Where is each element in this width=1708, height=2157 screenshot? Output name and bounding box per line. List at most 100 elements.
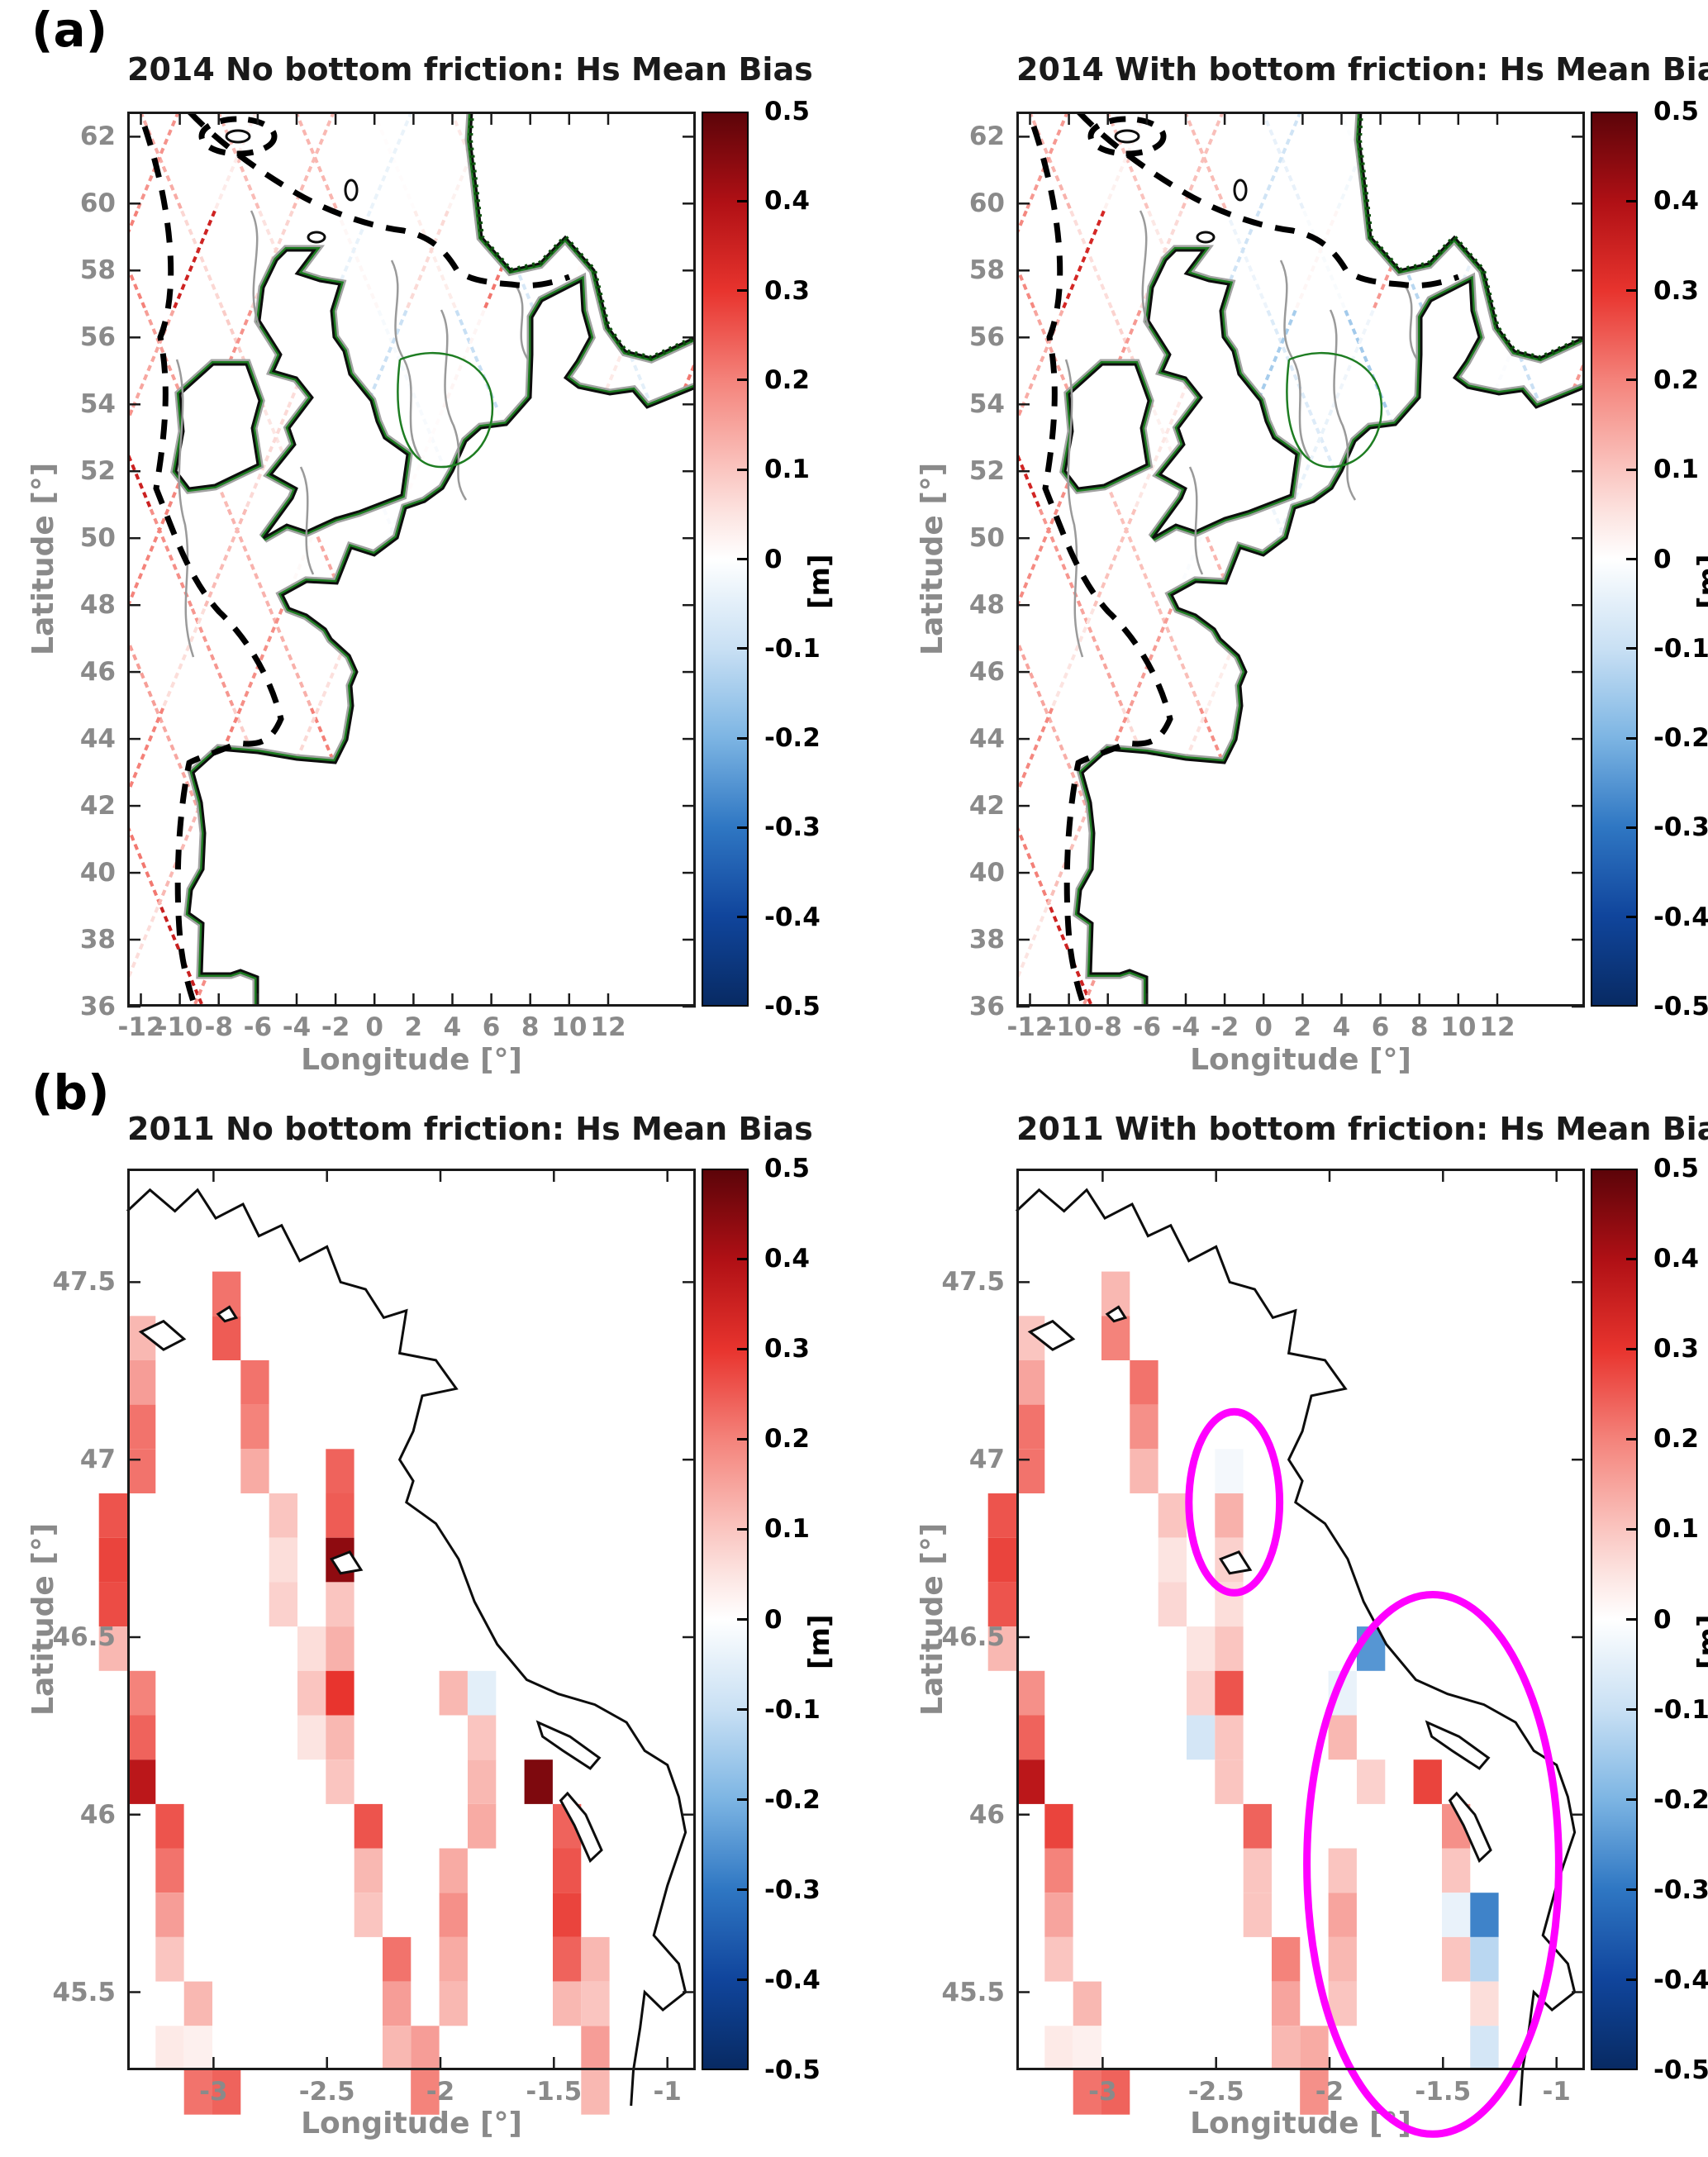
bias-cell — [1215, 1715, 1244, 1760]
x-tick-label: -6 — [1132, 1012, 1162, 1042]
colorbar-tick-label: 0.1 — [1653, 1514, 1699, 1545]
bias-cell — [1016, 1715, 1045, 1760]
coastline — [174, 363, 261, 490]
bias-cell — [1442, 1848, 1471, 1893]
colorbar-tick-label: -0.3 — [764, 812, 821, 843]
colorbar-tick-mark — [737, 1888, 747, 1892]
bias-cell — [1215, 1449, 1244, 1493]
bias-cell — [1158, 1537, 1187, 1583]
y-tick-label: 36 — [968, 992, 1005, 1021]
colorbar-tick-mark — [1626, 199, 1636, 202]
colorbar-tick-label: -0.1 — [764, 1694, 821, 1725]
bias-cell — [1073, 2070, 1101, 2115]
colorbar-tick-label: 0.2 — [1653, 1424, 1699, 1455]
bias-cell — [1470, 1893, 1499, 1937]
x-tick-label: 0 — [1254, 1012, 1273, 1042]
island — [1114, 129, 1140, 144]
bias-cell — [127, 1404, 156, 1450]
x-tick-label: 0 — [365, 1012, 383, 1042]
y-axis-label: Latitude [°] — [916, 1522, 949, 1717]
colorbar-tick-mark — [737, 1708, 747, 1712]
bias-cell — [212, 1316, 241, 1360]
colorbar — [1591, 1169, 1638, 2070]
bias-cell — [553, 1893, 582, 1937]
x-tick-label: -12 — [1006, 1012, 1054, 1042]
bias-cell — [987, 1626, 1016, 1671]
y-tick-label: 45.5 — [52, 1977, 117, 2007]
bias-cell — [155, 1936, 184, 1982]
bias-cell — [439, 1936, 468, 1982]
bias-cell — [1073, 2026, 1101, 2070]
map-2014-with-friction — [1016, 112, 1585, 1008]
bias-cell — [1328, 1936, 1357, 1982]
colorbar-tick-label: -0.3 — [764, 1874, 821, 1905]
x-tick-label: 8 — [1410, 1012, 1429, 1042]
island — [225, 129, 251, 144]
bias-cell — [1158, 1582, 1187, 1627]
y-tick-label: 47 — [79, 1445, 116, 1475]
coastal-depth-contour — [1286, 352, 1383, 469]
bias-cell — [240, 1359, 269, 1405]
colorbar-tick-mark — [737, 468, 747, 471]
bias-cell — [240, 1449, 269, 1493]
bias-cell — [439, 1670, 468, 1716]
x-tick-label: -8 — [204, 1012, 233, 1042]
bias-cell — [1470, 1981, 1499, 2026]
map-2011-with-friction — [987, 1169, 1585, 2138]
colorbar-tick-label: -0.4 — [764, 1964, 821, 1995]
colorbar-tick-label: 0.2 — [764, 1424, 810, 1455]
y-tick-label: 58 — [79, 255, 116, 286]
x-tick-label: -4 — [282, 1012, 312, 1042]
bias-cell — [155, 1893, 184, 1937]
bias-cell — [354, 1848, 383, 1893]
axes-frame — [1016, 112, 1585, 1007]
colorbar-tick-label: -0.5 — [1653, 992, 1708, 1021]
colorbar-tick-label: 0.4 — [764, 1244, 810, 1274]
x-tick-label: 10 — [551, 1012, 588, 1042]
bathymetry-contour — [175, 359, 195, 658]
bias-cell — [439, 1848, 468, 1893]
y-tick-label: 46.5 — [941, 1621, 1006, 1652]
x-tick-label: -2 — [1210, 1012, 1239, 1042]
bias-cell — [1073, 1981, 1101, 2026]
y-tick-label: 48 — [968, 590, 1005, 621]
highlight-ellipse — [1303, 1591, 1563, 2138]
bias-cell — [155, 1848, 184, 1893]
tick-marks — [1016, 112, 1585, 1008]
bias-cell — [553, 1848, 582, 1893]
y-tick-label: 46.5 — [52, 1621, 117, 1652]
y-tick-label: 44 — [968, 724, 1005, 755]
bias-cell — [1470, 2026, 1499, 2070]
y-tick-label: 62 — [79, 121, 116, 152]
colorbar-tick-mark — [737, 558, 747, 560]
bathymetry-contour — [1188, 466, 1204, 575]
x-tick-label: 10 — [1440, 1012, 1477, 1042]
bias-cell — [1243, 1848, 1272, 1893]
colorbar-tick-label: 0.5 — [764, 1154, 810, 1183]
y-tick-label: 42 — [968, 791, 1005, 821]
bathymetry-contour — [1139, 210, 1150, 327]
land-mask — [127, 1169, 696, 2106]
x-tick-label: 12 — [590, 1012, 626, 1042]
colorbar-tick-mark — [737, 1347, 747, 1350]
map-2011-no-friction — [98, 1169, 696, 2115]
x-tick-label: -8 — [1093, 1012, 1122, 1042]
coastline — [1063, 363, 1150, 490]
island — [1027, 1319, 1076, 1351]
y-tick-label: 58 — [968, 255, 1005, 286]
colorbar-tick-label: 0.3 — [764, 1334, 810, 1364]
colorbar-tick-mark — [1626, 826, 1636, 829]
bias-cell — [1044, 2026, 1073, 2070]
colorbar-tick-mark — [737, 379, 747, 382]
bias-cell — [1442, 1893, 1471, 1937]
x-tick-label: -10 — [156, 1012, 203, 1042]
bias-cell — [383, 1981, 412, 2026]
bias-cell — [1016, 1359, 1045, 1405]
island — [1105, 1305, 1128, 1323]
bathymetry-contour — [514, 284, 530, 360]
x-tick-label: 4 — [443, 1012, 462, 1042]
colorbar-tick-label: -0.3 — [1653, 812, 1708, 843]
subplot-title: 2014 No bottom friction: Hs Mean Bias — [127, 51, 813, 88]
colorbar-tick-label: -0.2 — [764, 723, 821, 754]
bathymetry-contour — [390, 260, 422, 459]
